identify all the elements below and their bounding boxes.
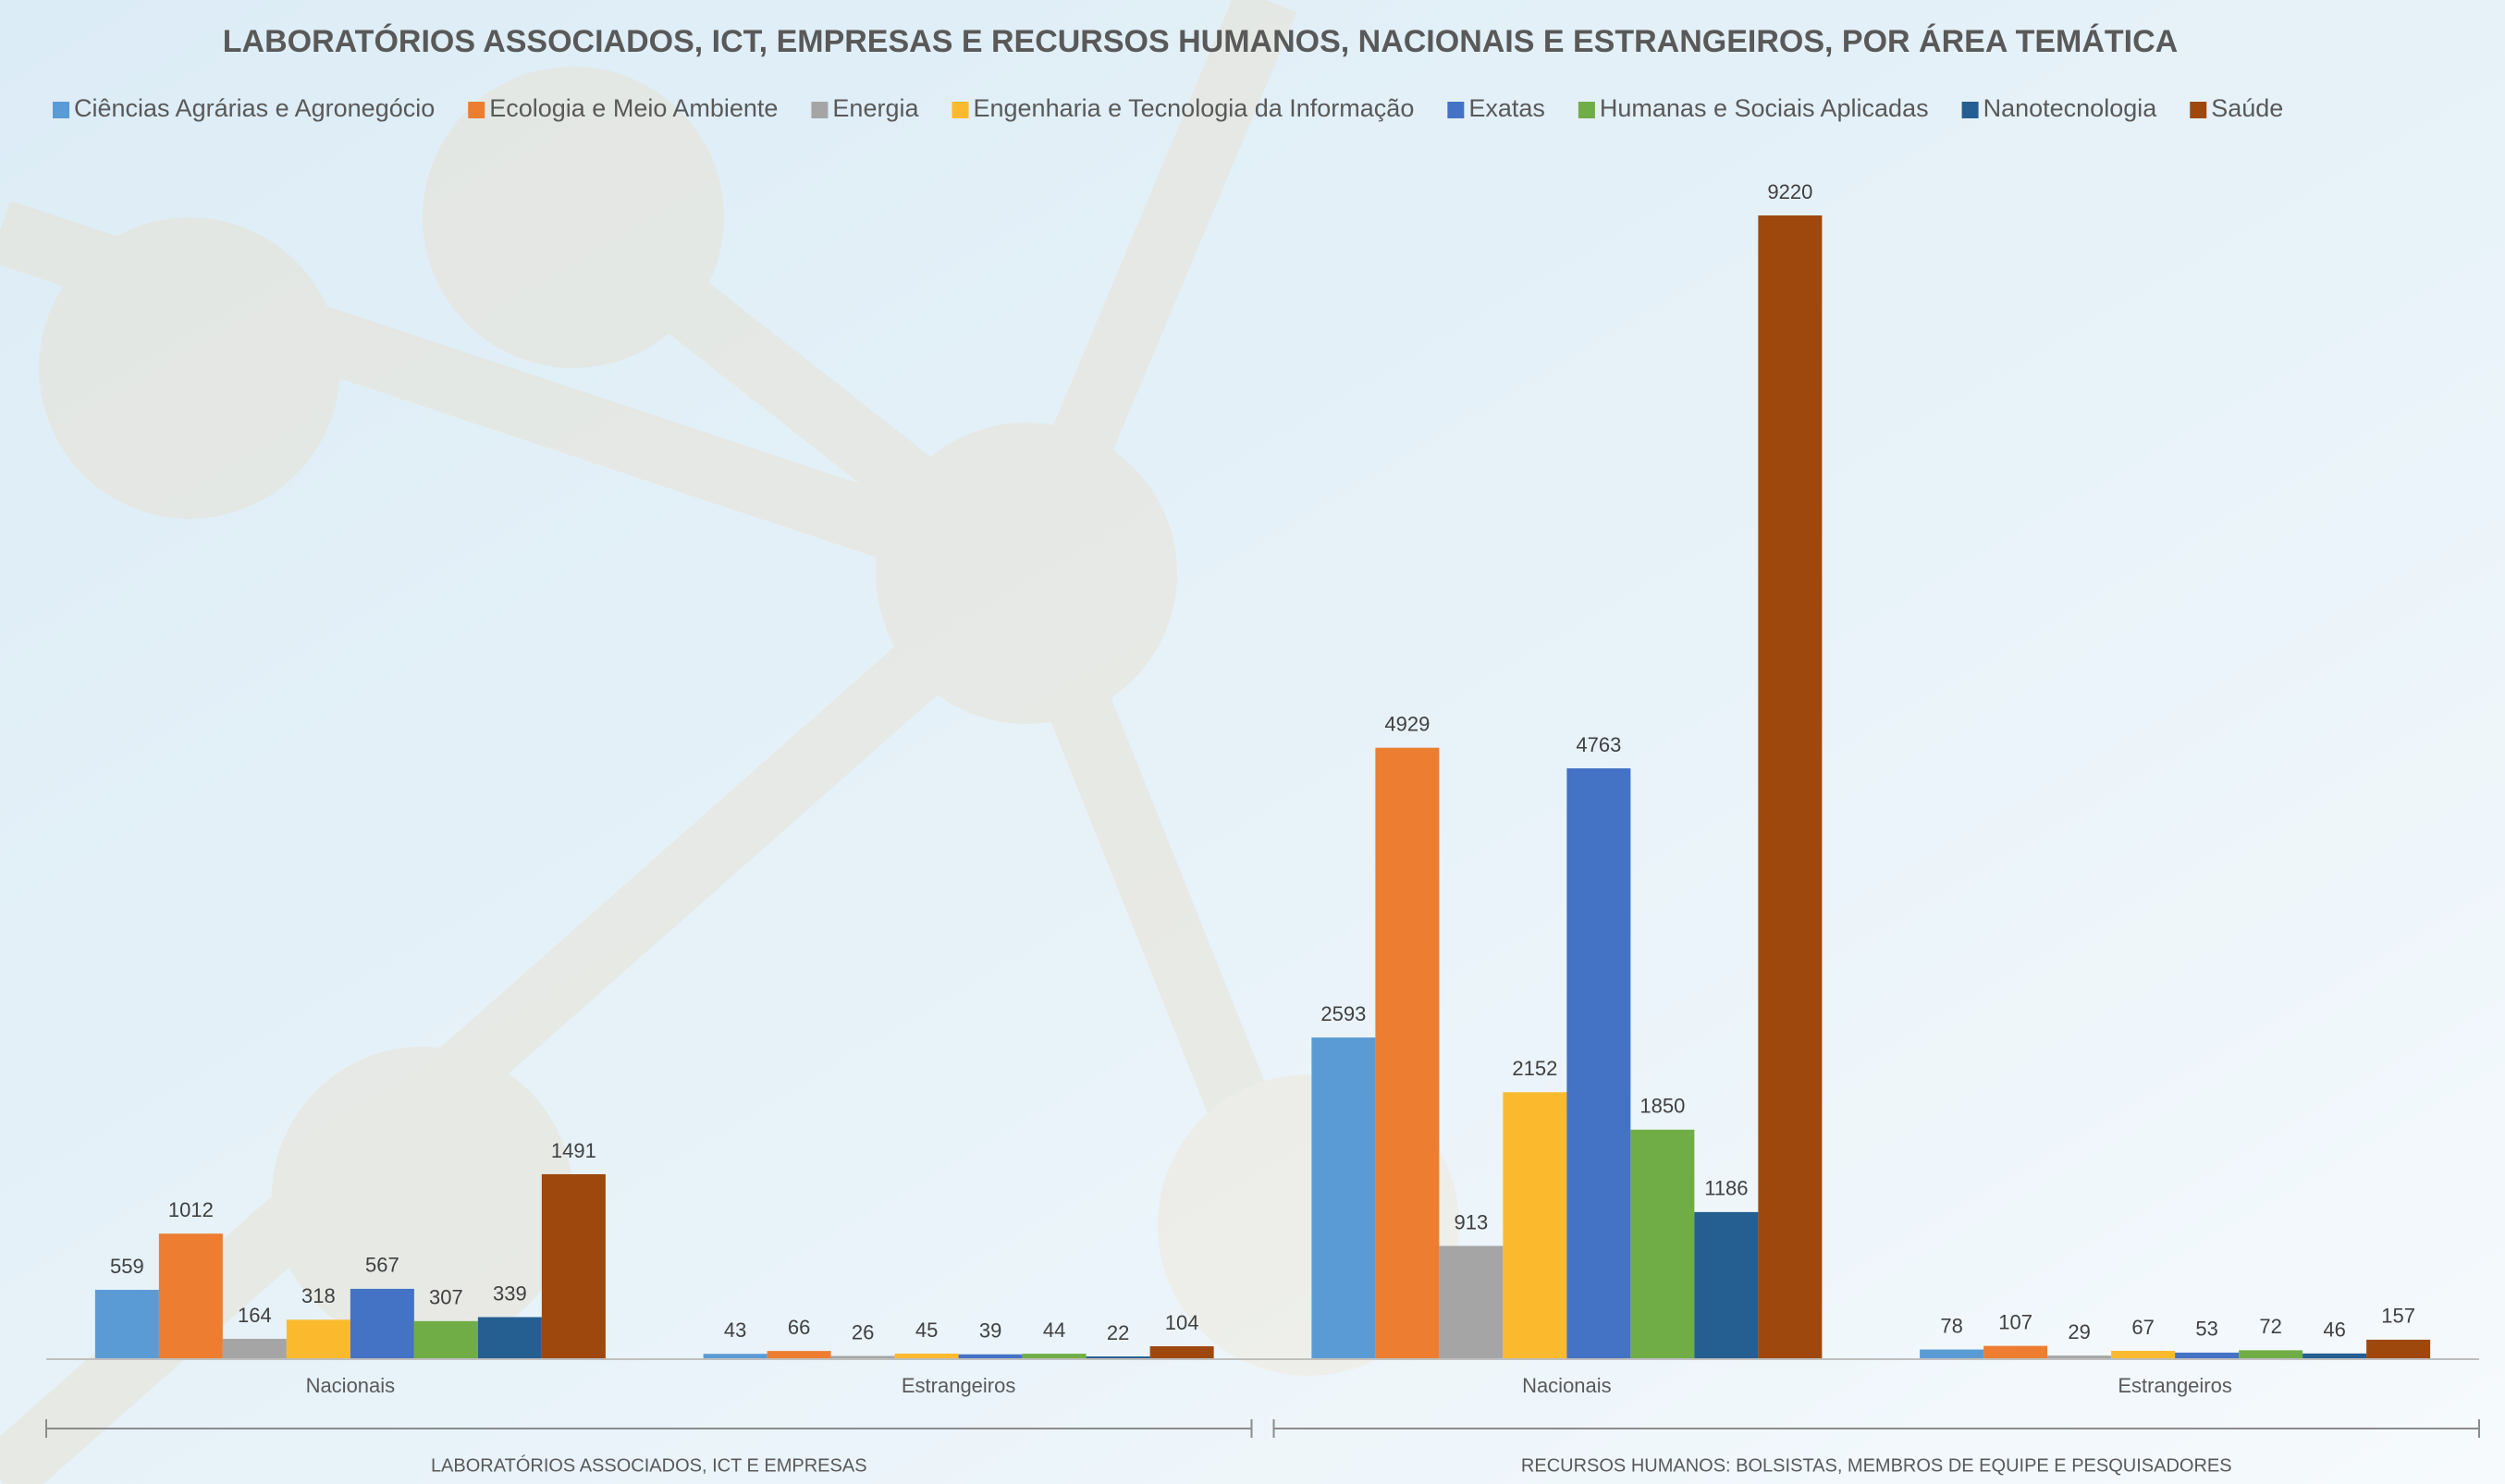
legend-swatch (952, 102, 969, 118)
x-tick-label: Nacionais (1522, 1374, 1612, 1397)
bar (1983, 1345, 2048, 1359)
bar (958, 1354, 1023, 1359)
x-tick-label: Estrangeiros (902, 1374, 1016, 1397)
x-tick-label: Estrangeiros (2118, 1374, 2232, 1397)
bar (413, 1320, 478, 1359)
data-label: 4763 (1576, 733, 1621, 756)
bar (158, 1233, 223, 1359)
legend-swatch (468, 102, 485, 118)
bar (2111, 1351, 2176, 1359)
legend-swatch (53, 102, 69, 118)
legend-text: Humanas e Sociais Aplicadas (1600, 94, 1929, 122)
data-label: 2152 (1512, 1057, 1557, 1080)
data-label: 107 (1998, 1310, 2032, 1333)
data-label: 72 (2259, 1315, 2281, 1338)
data-label: 104 (1165, 1311, 1199, 1334)
legend-text: Nanotecnologia (1983, 94, 2158, 122)
group-label: RECURSOS HUMANOS: BOLSISTAS, MEMBROS DE … (1521, 1455, 2232, 1476)
legend-swatch (1961, 102, 1979, 118)
bar (350, 1288, 414, 1359)
bar (477, 1317, 542, 1359)
group-label: LABORATÓRIOS ASSOCIADOS, ICT E EMPRESAS (431, 1454, 867, 1476)
bar (1086, 1356, 1150, 1359)
data-label: 1850 (1639, 1095, 1685, 1118)
data-label: 44 (1043, 1318, 1065, 1342)
data-label: 43 (724, 1318, 746, 1342)
bar (1439, 1245, 1504, 1359)
data-label: 913 (1455, 1210, 1489, 1233)
data-label: 66 (788, 1316, 810, 1339)
bar (830, 1355, 895, 1359)
data-label: 53 (2195, 1318, 2217, 1341)
data-label: 164 (238, 1304, 272, 1327)
x-tick-label: Nacionais (306, 1374, 396, 1397)
data-label: 1491 (551, 1139, 596, 1162)
data-label: 26 (852, 1320, 874, 1343)
legend-swatch (1578, 102, 1595, 118)
background-decoration (0, 0, 1459, 1484)
bar (1758, 215, 1823, 1359)
data-label: 29 (2068, 1320, 2090, 1343)
legend-text: Ecologia e Meio Ambiente (489, 94, 778, 122)
bar (2175, 1352, 2240, 1359)
data-label: 1012 (168, 1198, 214, 1221)
data-label: 157 (2381, 1305, 2415, 1328)
bar (1920, 1349, 1984, 1359)
bar (541, 1173, 606, 1359)
bar (1694, 1211, 1759, 1359)
legend-text: Saúde (2211, 94, 2283, 122)
bar (94, 1290, 159, 1359)
data-label: 559 (110, 1255, 144, 1278)
data-label: 4929 (1384, 713, 1430, 736)
bar (222, 1338, 287, 1359)
data-label: 1186 (1704, 1177, 1748, 1200)
bar (2302, 1353, 2367, 1359)
data-label: 9220 (1767, 180, 1812, 203)
bar (1630, 1129, 1695, 1359)
data-label: 39 (979, 1319, 1001, 1343)
data-label: 307 (429, 1286, 463, 1309)
bar (2366, 1339, 2431, 1359)
legend-text: Engenharia e Tecnologia da Informação (974, 94, 1415, 122)
data-label: 45 (915, 1318, 938, 1342)
bar (2047, 1355, 2112, 1359)
legend-swatch (811, 102, 829, 118)
bar (1566, 767, 1631, 1359)
legend-text: Energia (832, 94, 919, 122)
bar (1375, 747, 1440, 1359)
data-label: 78 (1940, 1314, 1962, 1337)
legend-text: Exatas (1468, 94, 1545, 122)
bar (1311, 1037, 1376, 1359)
data-label: 567 (365, 1254, 399, 1277)
bar (1149, 1346, 1214, 1359)
legend-swatch (1447, 102, 1465, 118)
legend-text: Ciências Agrárias e Agronegócio (74, 94, 435, 122)
data-label: 46 (2323, 1318, 2345, 1342)
bar (1022, 1354, 1087, 1359)
data-label: 67 (2131, 1316, 2154, 1339)
data-label: 339 (493, 1282, 527, 1305)
bar (286, 1319, 350, 1359)
data-label: 2593 (1320, 1002, 1366, 1025)
data-label: 318 (301, 1284, 336, 1307)
bar (894, 1353, 959, 1359)
data-label: 22 (1107, 1321, 1129, 1344)
bar (2239, 1350, 2303, 1359)
bar (703, 1354, 767, 1359)
bar (767, 1351, 831, 1359)
chart-title: LABORATÓRIOS ASSOCIADOS, ICT, EMPRESAS E… (223, 24, 2178, 59)
bar (1503, 1092, 1567, 1359)
legend-swatch (2190, 102, 2207, 118)
